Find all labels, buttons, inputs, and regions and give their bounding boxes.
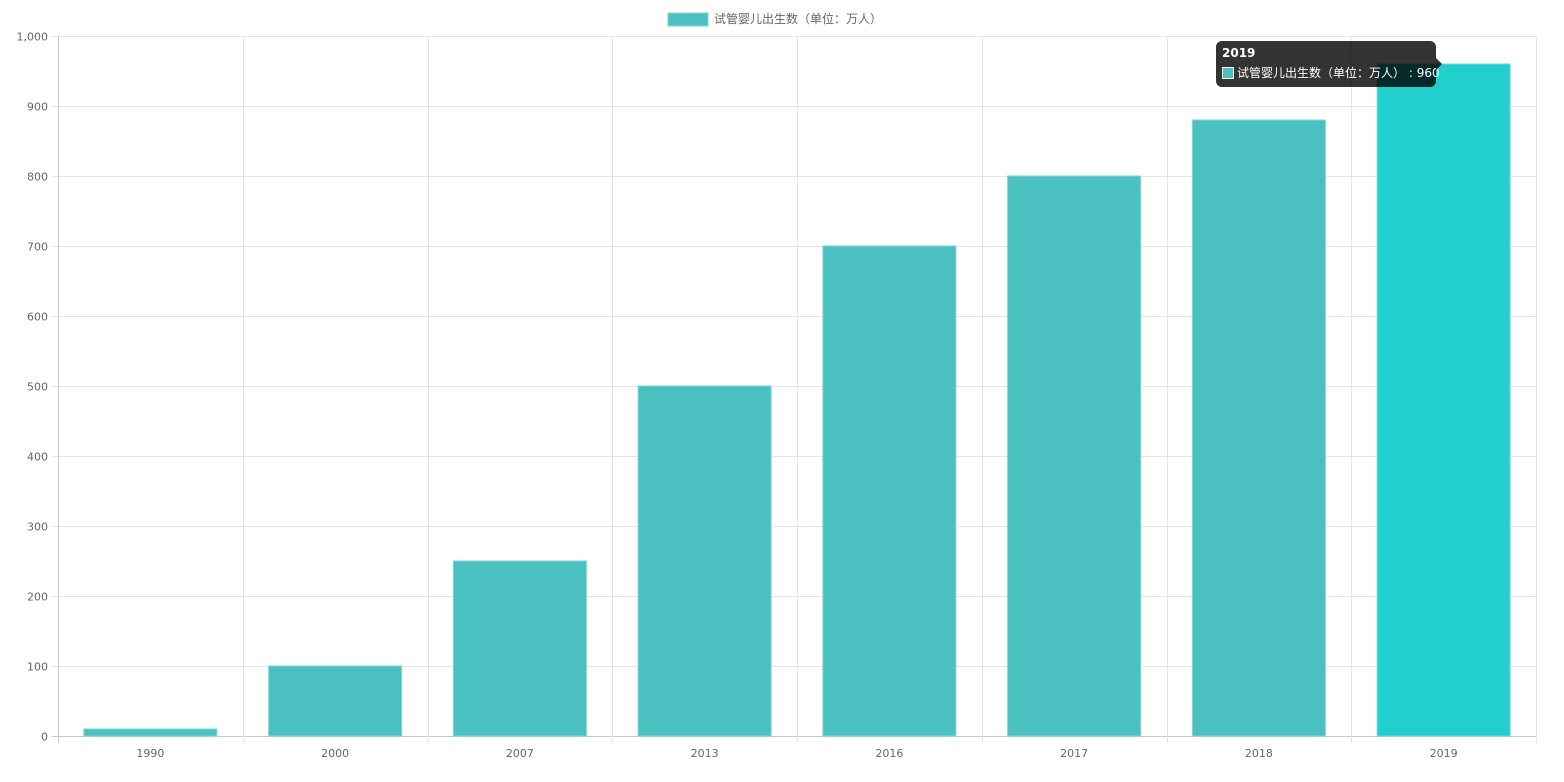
tooltip-swatch [1222, 67, 1234, 79]
x-tick-label: 2000 [321, 747, 349, 760]
x-tick-label: 2019 [1430, 747, 1458, 760]
tooltip-caret [1436, 58, 1442, 70]
bar-2016[interactable] [822, 245, 957, 737]
tooltip-title: 2019 [1222, 46, 1256, 60]
y-tick-label: 400 [27, 451, 48, 464]
tooltip-value: 960 [1416, 66, 1440, 80]
y-tick-label: 700 [27, 241, 48, 254]
bar-2019[interactable] [1376, 63, 1511, 737]
grid-layer [52, 36, 1537, 743]
tooltip-label: 试管婴儿出生数（单位：万人） [1237, 66, 1406, 80]
y-tick-label: 200 [27, 591, 48, 604]
x-tick-label: 2017 [1060, 747, 1088, 760]
bar-2013[interactable] [637, 385, 772, 737]
bar-2000[interactable] [268, 665, 403, 737]
x-tick-label: 2013 [691, 747, 719, 760]
y-tick-label: 600 [27, 311, 48, 324]
tooltip-row: 试管婴儿出生数（单位：万人） : 960 [1222, 64, 1440, 82]
bar-2017[interactable] [1007, 175, 1142, 737]
bar-1990[interactable] [83, 728, 218, 737]
legend-label[interactable]: 试管婴儿出生数（单位：万人） [714, 11, 882, 26]
axis-layer: 0 100 200 300 400 500 600 700 800 900 1,000 1990 200… [17, 31, 1458, 761]
y-tick-label: 0 [41, 731, 48, 744]
bar-2007[interactable] [452, 560, 587, 737]
y-tick-label: 300 [27, 521, 48, 534]
x-tick-label: 2016 [875, 747, 903, 760]
y-tick-label: 100 [27, 661, 48, 674]
tooltip: 2019 试管婴儿出生数（单位：万人） : 960 [1216, 41, 1442, 87]
legend[interactable]: 试管婴儿出生数（单位：万人） [667, 11, 882, 27]
x-tick-label: 2007 [506, 747, 534, 760]
x-tick-label: 2018 [1245, 747, 1273, 760]
legend-swatch[interactable] [667, 12, 709, 27]
y-tick-label: 800 [27, 171, 48, 184]
y-tick-label: 900 [27, 101, 48, 114]
bar-2018[interactable] [1191, 119, 1326, 737]
y-tick-label: 500 [27, 381, 48, 394]
x-tick-label: 1990 [136, 747, 164, 760]
tooltip-separator: : [1405, 66, 1417, 80]
y-tick-label: 1,000 [17, 31, 49, 44]
bar-layer [83, 63, 1511, 737]
